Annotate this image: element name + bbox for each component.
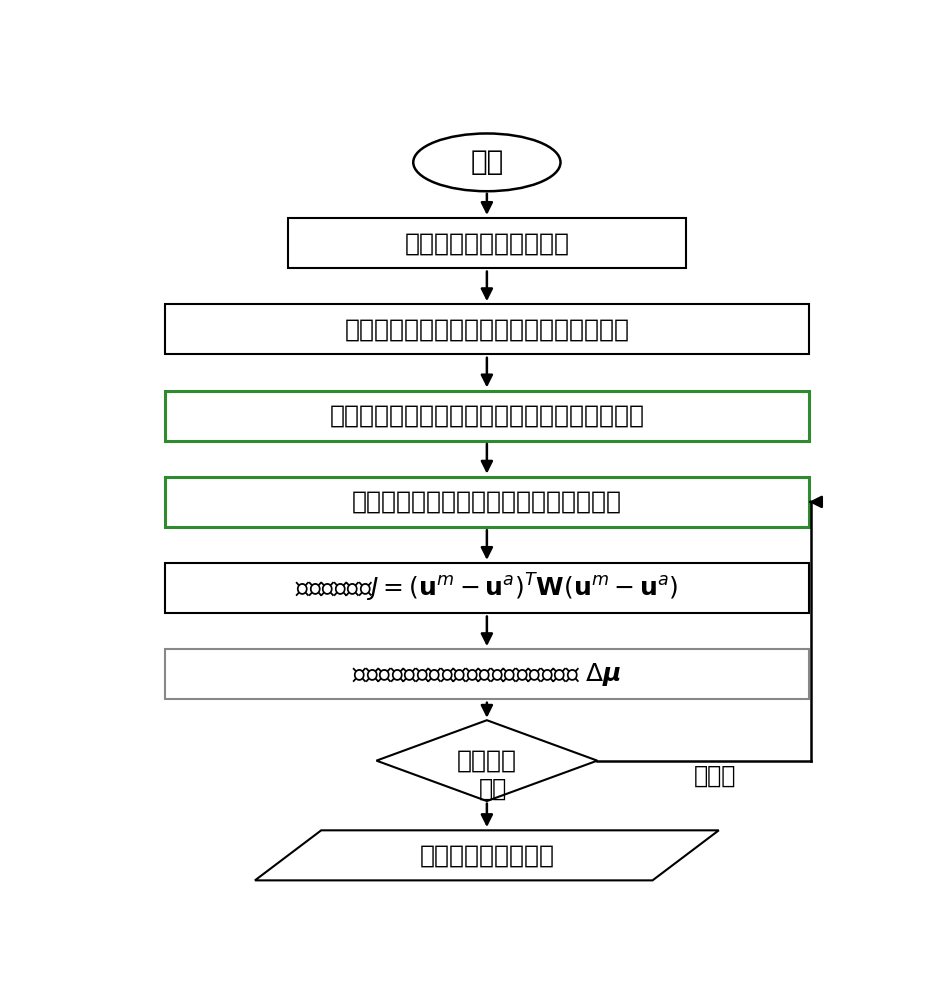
FancyBboxPatch shape [164, 649, 809, 699]
Text: 不满足: 不满足 [694, 764, 736, 788]
FancyBboxPatch shape [164, 391, 809, 441]
Text: 计算结构位移灵敏度矩阵，确定迭代步长 $\Delta\boldsymbol{\mu}$: 计算结构位移灵敏度矩阵，确定迭代步长 $\Delta\boldsymbol{\m… [352, 661, 621, 688]
Text: 运用虚拟变形法建立结构有限元模型的代理模型: 运用虚拟变形法建立结构有限元模型的代理模型 [330, 404, 644, 428]
Ellipse shape [413, 133, 560, 191]
Text: 利用超单元结合虚拟变形法计算结构位移: 利用超单元结合虚拟变形法计算结构位移 [352, 490, 622, 514]
Text: 开始: 开始 [470, 148, 504, 176]
Text: 运用超单元技术建立缩聚的结构有限元模型: 运用超单元技术建立缩聚的结构有限元模型 [344, 317, 629, 341]
Text: 满足: 满足 [479, 776, 507, 800]
Text: 建立结构初始有限元模型: 建立结构初始有限元模型 [405, 231, 569, 255]
FancyBboxPatch shape [164, 563, 809, 613]
FancyBboxPatch shape [288, 218, 686, 268]
FancyBboxPatch shape [164, 477, 809, 527]
Text: 收敛条件: 收敛条件 [457, 749, 517, 773]
FancyBboxPatch shape [164, 304, 809, 354]
Text: 得到修正参数最优解: 得到修正参数最优解 [419, 843, 555, 867]
Text: 构造目标函数$J = (\mathbf{u}^m - \mathbf{u}^a)^T \mathbf{W}(\mathbf{u}^m - \mathbf{u}^: 构造目标函数$J = (\mathbf{u}^m - \mathbf{u}^a)… [295, 572, 678, 604]
Polygon shape [376, 720, 598, 801]
Polygon shape [255, 830, 719, 880]
